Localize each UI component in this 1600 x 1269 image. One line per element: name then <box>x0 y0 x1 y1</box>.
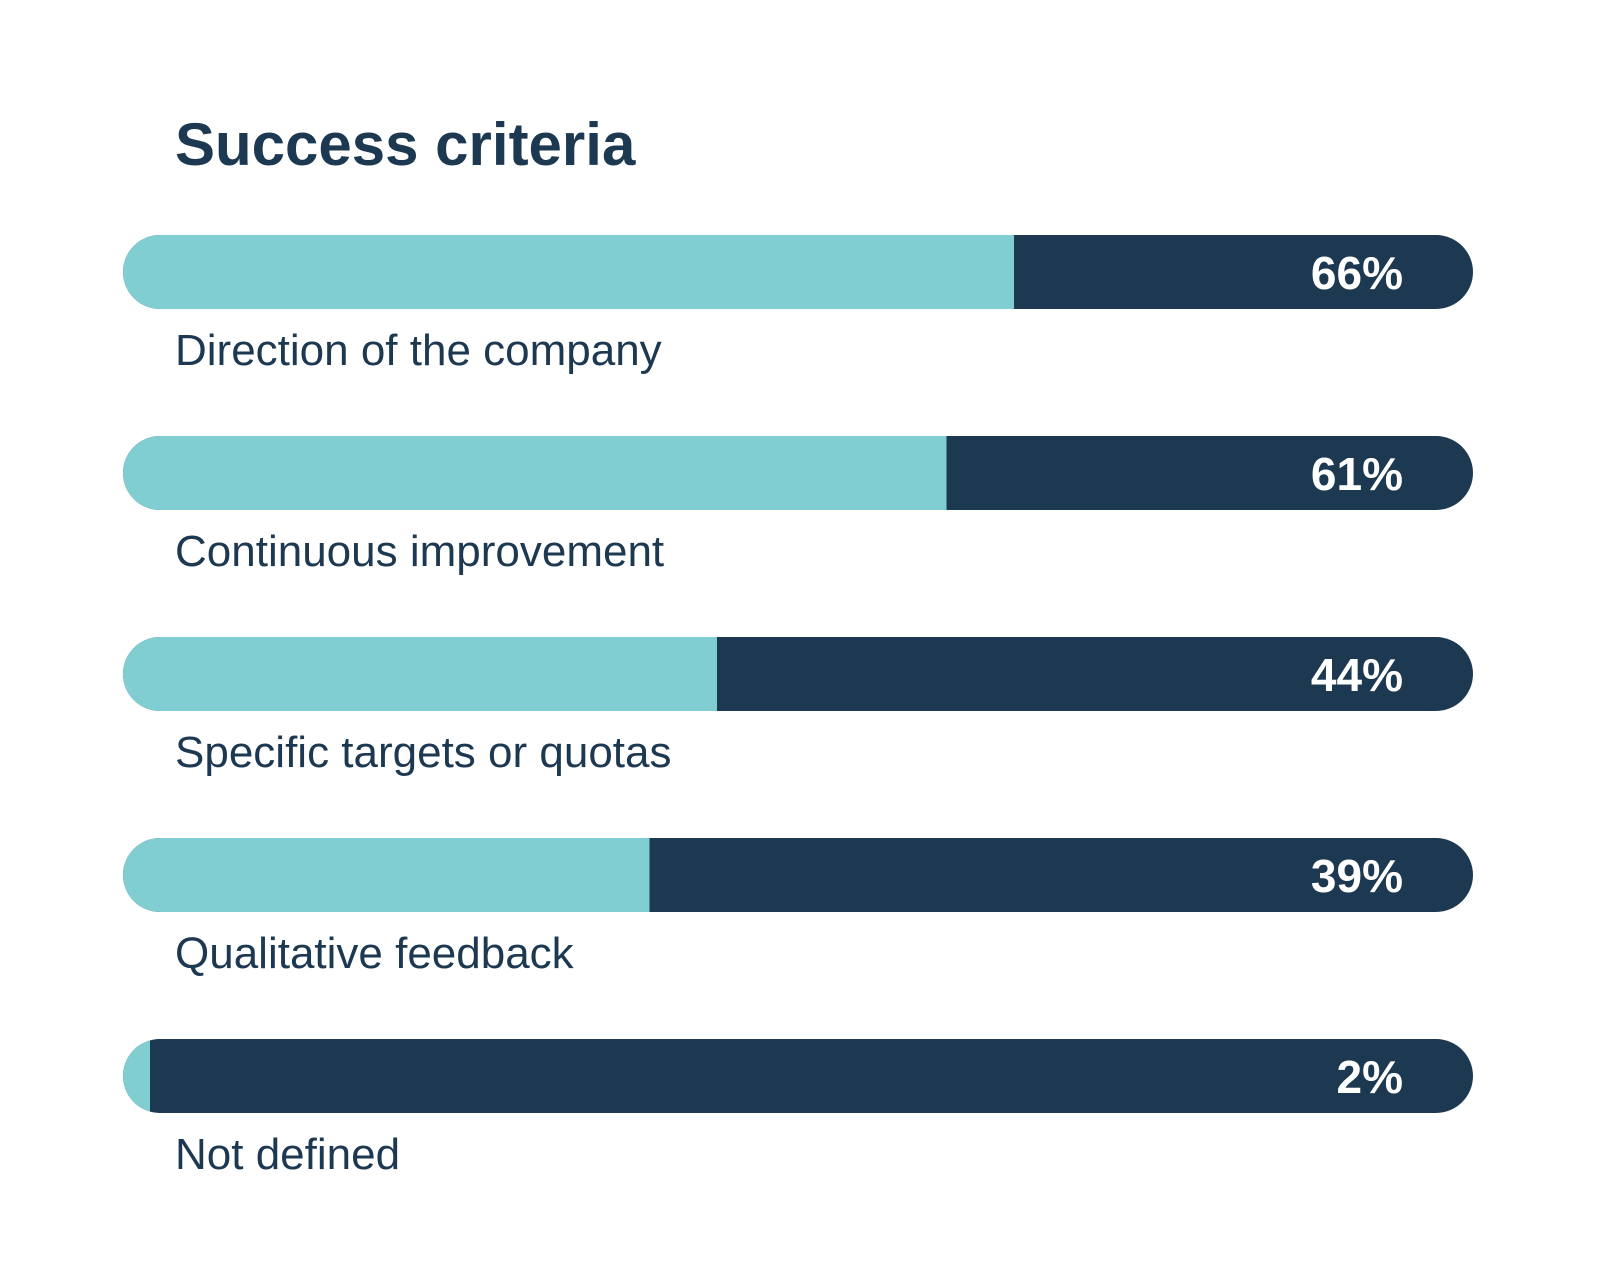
bar-value-label: 39% <box>1311 850 1403 902</box>
bar-track <box>123 1039 1473 1113</box>
category-label: Qualitative feedback <box>175 929 575 978</box>
bar-row: 39% Qualitative feedback <box>123 838 1473 978</box>
category-label: Continuous improvement <box>175 527 664 576</box>
bar-row: 61% Continuous improvement <box>123 436 1473 576</box>
bar-row: 2% Not defined <box>123 1039 1473 1179</box>
bar-value-label: 61% <box>1311 448 1403 500</box>
bar-fill <box>123 838 650 912</box>
chart-title: Success criteria <box>175 111 636 178</box>
category-label: Direction of the company <box>175 326 662 375</box>
category-label: Not defined <box>175 1130 400 1179</box>
bar-fill <box>123 436 947 510</box>
category-label: Specific targets or quotas <box>175 728 671 777</box>
bar-row: 66% Direction of the company <box>123 235 1473 375</box>
bar-fill <box>123 235 1014 309</box>
bar-rows: 66% Direction of the company 61% Continuous… <box>123 235 1473 1179</box>
bar-value-label: 66% <box>1311 247 1403 299</box>
bar-value-label: 44% <box>1311 649 1403 701</box>
bar-row: 44% Specific targets or quotas <box>123 637 1473 777</box>
bar-fill <box>123 637 717 711</box>
bar-fill <box>123 1039 150 1113</box>
bar-value-label: 2% <box>1337 1051 1403 1103</box>
